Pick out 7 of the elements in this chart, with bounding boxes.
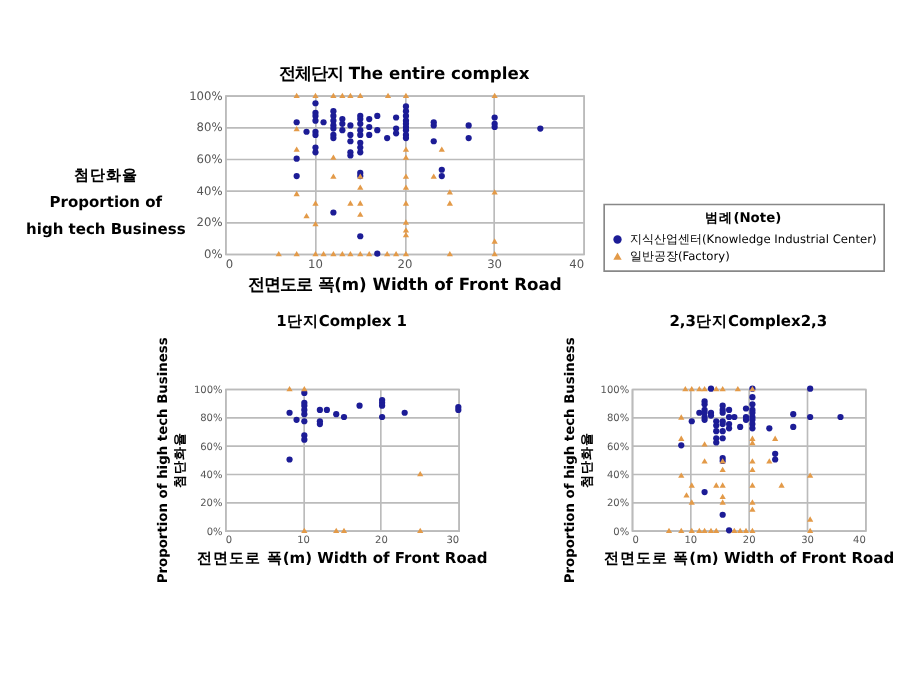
x-axis-title: 전면도로 폭(m) Width of Front Road xyxy=(604,548,895,567)
chart-title: 1단지Complex 1 xyxy=(276,312,408,331)
x-axis-title: 전면도로 폭(m) Width of Front Road xyxy=(248,273,562,294)
chart-title: 2,3단지Complex2,3 xyxy=(669,312,828,331)
y-axis-title: 첨단화율 Proportion of high tech Business xyxy=(26,166,187,238)
x-axis-title: 전면도로 폭(m) Width of Front Road xyxy=(197,548,488,567)
chart-title: 전체단지 The entire complex xyxy=(278,62,531,83)
